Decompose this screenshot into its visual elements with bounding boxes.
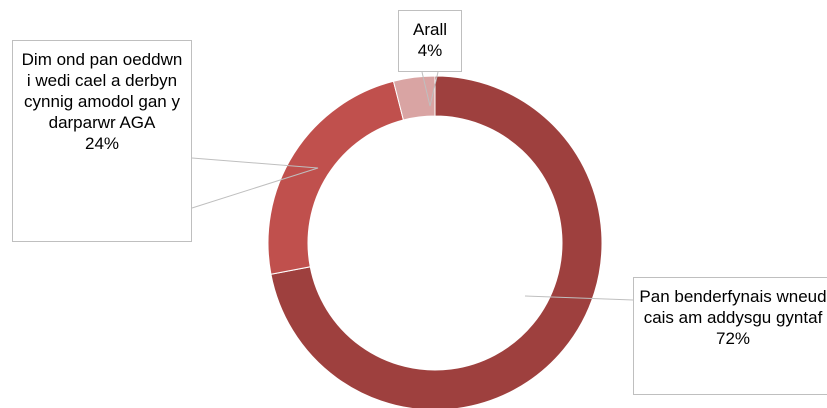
category-label: Dim ond pan oeddwn i wedi cael a derbyn … — [21, 50, 183, 132]
category-label: Pan benderfynais wneud cais am addysgu g… — [639, 287, 827, 327]
donut-segment — [392, 75, 436, 121]
data-label: Pan benderfynais wneud cais am addysgu g… — [633, 277, 827, 395]
donut-segment — [270, 75, 603, 408]
value-label: 24% — [84, 134, 120, 153]
leader-line — [421, 71, 439, 107]
leader-line — [524, 295, 634, 301]
value-label: 72% — [715, 329, 751, 348]
category-label: Arall — [412, 20, 447, 39]
value-label: 4% — [417, 41, 443, 60]
data-label: Dim ond pan oeddwn i wedi cael a derbyn … — [12, 40, 192, 242]
data-label: Arall 4% — [398, 10, 462, 72]
leader-line — [191, 157, 319, 209]
